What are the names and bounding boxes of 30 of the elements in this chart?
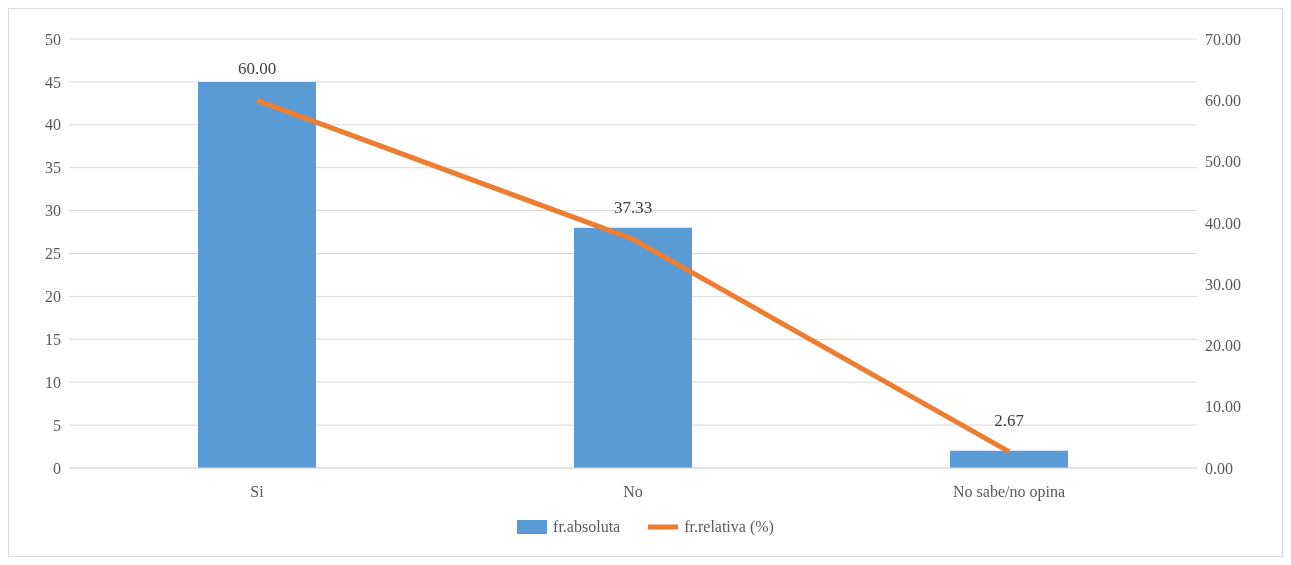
- data-label: 37.33: [613, 198, 653, 218]
- y2-tick-label: 10.00: [1205, 398, 1241, 416]
- y2-tick-label: 30.00: [1205, 275, 1241, 293]
- x-tick-label: No sabe/no opina: [953, 483, 1065, 502]
- y2-tick-label: 70.00: [1205, 30, 1241, 48]
- y2-tick-label: 20.00: [1205, 337, 1241, 355]
- bar: [198, 81, 316, 468]
- y-tick-label: 40: [45, 116, 61, 134]
- y-tick-label: 5: [53, 416, 61, 434]
- y-tick-label: 20: [45, 288, 61, 306]
- data-label: 60.00: [237, 59, 277, 79]
- bar: [574, 227, 692, 468]
- y2-tick-label: 40.00: [1205, 214, 1241, 232]
- y-tick-label: 25: [45, 245, 61, 263]
- legend-label: fr.absoluta: [552, 518, 621, 536]
- y-tick-label: 50: [45, 30, 61, 48]
- legend-label: fr.relativa (%): [683, 518, 774, 536]
- y-tick-label: 45: [45, 73, 61, 91]
- bar: [950, 450, 1068, 468]
- y2-tick-label: 60.00: [1205, 91, 1241, 109]
- y2-tick-label: 50.00: [1205, 153, 1241, 171]
- x-tick-label: Si: [250, 483, 265, 501]
- y-tick-label: 10: [45, 373, 61, 391]
- y-tick-label: 15: [45, 330, 61, 348]
- y-tick-label: 35: [45, 159, 61, 177]
- data-label: 2.67: [994, 410, 1025, 430]
- y2-tick-label: 0.00: [1205, 459, 1233, 477]
- y-tick-label: 30: [45, 202, 61, 220]
- x-tick-label: No: [623, 483, 643, 501]
- y-tick-label: 0: [53, 459, 61, 477]
